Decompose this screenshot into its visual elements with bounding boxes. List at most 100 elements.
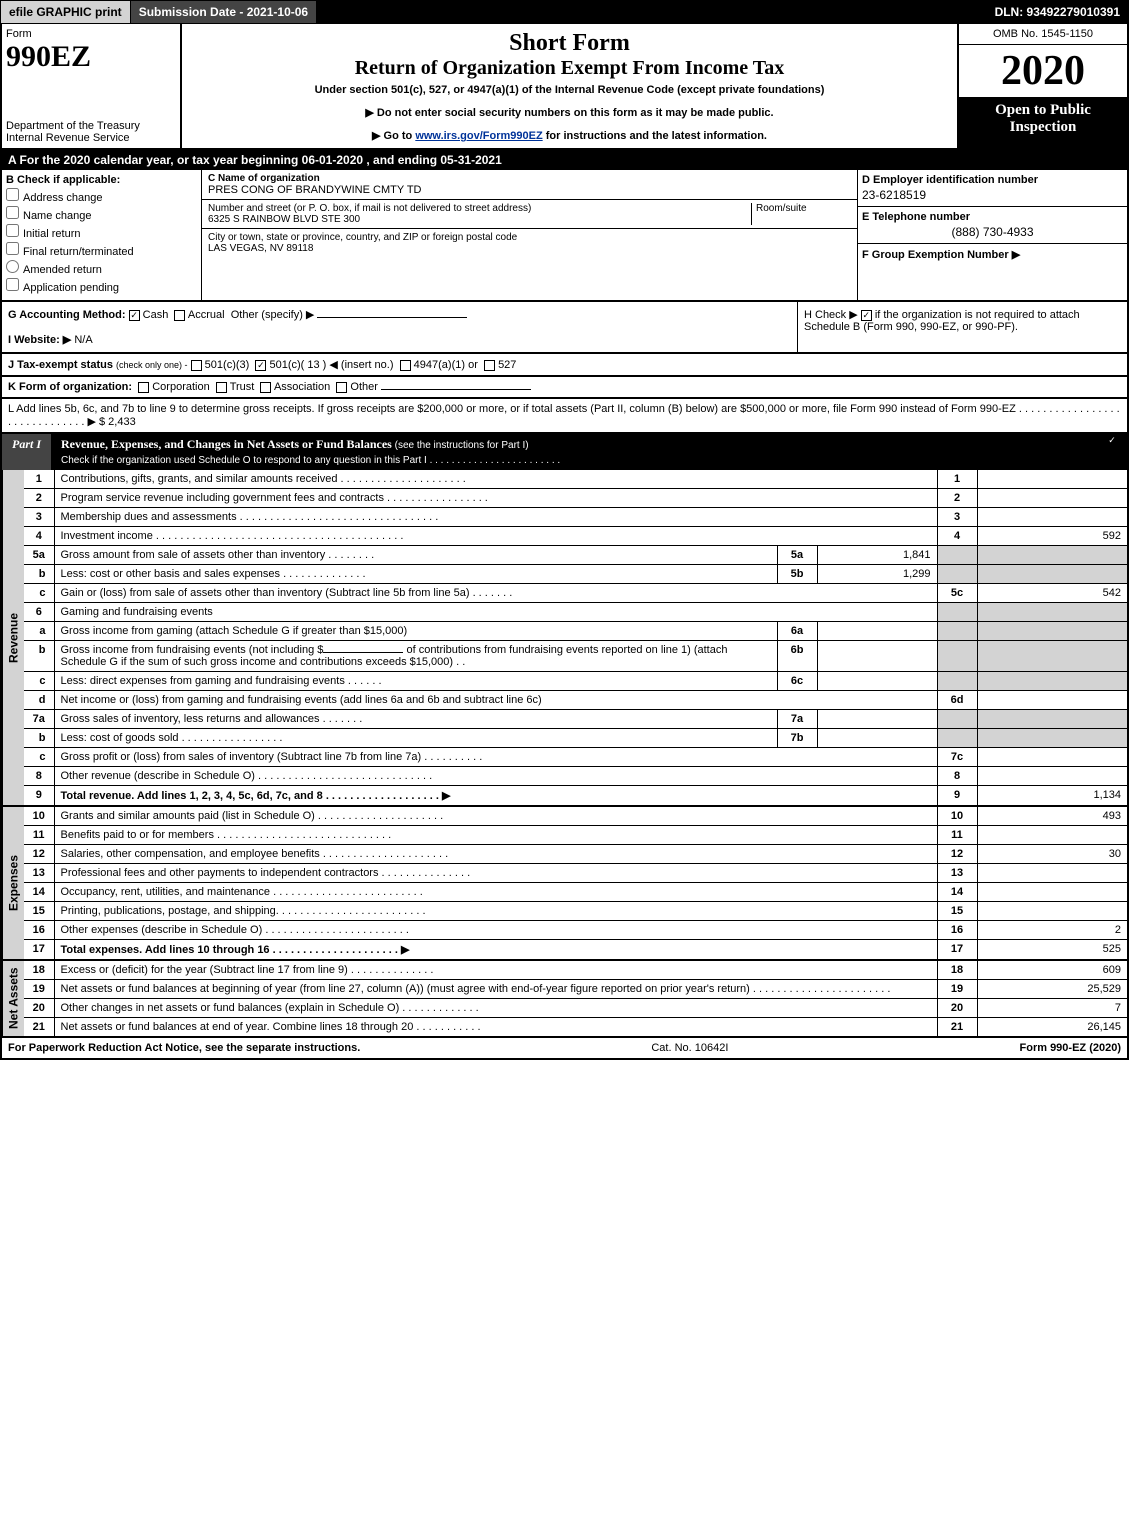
check-amended-return[interactable]: Amended return — [6, 260, 197, 276]
section-b: B Check if applicable: Address change Na… — [2, 170, 202, 300]
opt-4947: 4947(a)(1) or — [414, 359, 478, 371]
desc: Net assets or fund balances at beginning… — [54, 980, 937, 999]
blank-input[interactable] — [323, 652, 403, 653]
mini-num: 5a — [777, 546, 817, 565]
check-name-change[interactable]: Name change — [6, 206, 197, 222]
check-final-return[interactable]: Final return/terminated — [6, 242, 197, 258]
other-org-input[interactable] — [381, 389, 531, 390]
mini-num: 7b — [777, 729, 817, 748]
check-other-org[interactable] — [336, 382, 347, 393]
phone-value: (888) 730-4933 — [862, 225, 1123, 239]
table-row: 16Other expenses (describe in Schedule O… — [24, 921, 1127, 940]
submission-date: Submission Date - 2021-10-06 — [131, 1, 316, 23]
footer-right: Form 990-EZ (2020) — [1020, 1042, 1122, 1054]
table-row: 8Other revenue (describe in Schedule O) … — [24, 767, 1127, 786]
table-row: 21Net assets or fund balances at end of … — [24, 1018, 1127, 1037]
part1-title-wrap: Revenue, Expenses, and Changes in Net As… — [51, 434, 1097, 470]
j-sub: (check only one) - — [116, 360, 188, 370]
section-c: C Name of organization PRES CONG OF BRAN… — [202, 170, 857, 300]
row-j: J Tax-exempt status (check only one) - 5… — [0, 354, 1129, 377]
shaded — [937, 729, 977, 748]
check-trust[interactable] — [216, 382, 227, 393]
ln: 19 — [24, 980, 54, 999]
check-501c[interactable] — [255, 360, 266, 371]
opt-527: 527 — [498, 359, 516, 371]
val: 30 — [977, 845, 1127, 864]
instruct-post: for instructions and the latest informat… — [543, 130, 767, 142]
part1-header: Part I Revenue, Expenses, and Changes in… — [0, 434, 1129, 470]
subtitle: Under section 501(c), 527, or 4947(a)(1)… — [188, 84, 951, 96]
desc: Other expenses (describe in Schedule O) … — [54, 921, 937, 940]
check-4947[interactable] — [400, 360, 411, 371]
department: Department of the Treasury Internal Reve… — [6, 120, 176, 144]
val — [977, 470, 1127, 489]
desc: Gross profit or (loss) from sales of inv… — [54, 748, 937, 767]
desc: Less: cost or other basis and sales expe… — [54, 565, 777, 584]
room-suite: Room/suite — [751, 203, 851, 225]
check-accrual[interactable] — [174, 310, 185, 321]
table-row: 14Occupancy, rent, utilities, and mainte… — [24, 883, 1127, 902]
instruct-link: ▶ Go to www.irs.gov/Form990EZ for instru… — [188, 129, 951, 142]
shaded — [937, 672, 977, 691]
desc: Total revenue. Add lines 1, 2, 3, 4, 5c,… — [54, 786, 937, 806]
val — [977, 767, 1127, 786]
table-row: dNet income or (loss) from gaming and fu… — [24, 691, 1127, 710]
table-row: 10Grants and similar amounts paid (list … — [24, 807, 1127, 826]
ln: c — [24, 748, 54, 767]
street-address: 6325 S RAINBOW BLVD STE 300 — [208, 214, 360, 225]
val — [977, 864, 1127, 883]
mini-num: 7a — [777, 710, 817, 729]
check-527[interactable] — [484, 360, 495, 371]
shaded — [937, 603, 977, 622]
shaded — [977, 546, 1127, 565]
footer-center: Cat. No. 10642I — [360, 1042, 1019, 1054]
desc: Net income or (loss) from gaming and fun… — [54, 691, 937, 710]
desc: Less: direct expenses from gaming and fu… — [54, 672, 777, 691]
val — [977, 691, 1127, 710]
check-assoc[interactable] — [260, 382, 271, 393]
check-corp[interactable] — [138, 382, 149, 393]
table-row: 18Excess or (deficit) for the year (Subt… — [24, 961, 1127, 980]
desc: Gain or (loss) from sale of assets other… — [54, 584, 937, 603]
check-initial-return[interactable]: Initial return — [6, 224, 197, 240]
header-center: Short Form Return of Organization Exempt… — [182, 24, 957, 148]
num: 20 — [937, 999, 977, 1018]
val: 7 — [977, 999, 1127, 1018]
opt-501c: 501(c)( 13 ) ◀ (insert no.) — [269, 359, 393, 371]
desc: Salaries, other compensation, and employ… — [54, 845, 937, 864]
num: 17 — [937, 940, 977, 960]
mini-val — [817, 672, 937, 691]
check-cash[interactable] — [129, 310, 140, 321]
mini-val — [817, 641, 937, 672]
other-specify-input[interactable] — [317, 317, 467, 318]
check-501c3[interactable] — [191, 360, 202, 371]
desc: Occupancy, rent, utilities, and maintena… — [54, 883, 937, 902]
check-h[interactable] — [861, 310, 872, 321]
short-form-title: Short Form — [188, 30, 951, 57]
ln: d — [24, 691, 54, 710]
row-gh: G Accounting Method: Cash Accrual Other … — [0, 302, 1129, 354]
dln: DLN: 93492279010391 — [987, 1, 1128, 23]
mini-val — [817, 729, 937, 748]
check-address-change[interactable]: Address change — [6, 188, 197, 204]
ln: 15 — [24, 902, 54, 921]
num: 5c — [937, 584, 977, 603]
mini-val — [817, 622, 937, 641]
irs-link[interactable]: www.irs.gov/Form990EZ — [415, 130, 542, 142]
check-application-pending[interactable]: Application pending — [6, 278, 197, 294]
ln: 7a — [24, 710, 54, 729]
city-row: City or town, state or province, country… — [202, 229, 857, 257]
efile-print-button[interactable]: efile GRAPHIC print — [1, 1, 131, 23]
desc: Gaming and fundraising events — [54, 603, 937, 622]
revenue-table: 1Contributions, gifts, grants, and simil… — [24, 470, 1127, 805]
top-bar: efile GRAPHIC print Submission Date - 20… — [0, 0, 1129, 24]
h-pre: H Check ▶ — [804, 309, 861, 321]
desc: Net assets or fund balances at end of ye… — [54, 1018, 937, 1037]
val — [977, 748, 1127, 767]
netassets-label: Net Assets — [2, 961, 24, 1036]
table-row: 9Total revenue. Add lines 1, 2, 3, 4, 5c… — [24, 786, 1127, 806]
desc: Less: cost of goods sold . . . . . . . .… — [54, 729, 777, 748]
opt-trust: Trust — [230, 381, 255, 393]
num: 1 — [937, 470, 977, 489]
part1-check[interactable] — [1107, 435, 1118, 446]
